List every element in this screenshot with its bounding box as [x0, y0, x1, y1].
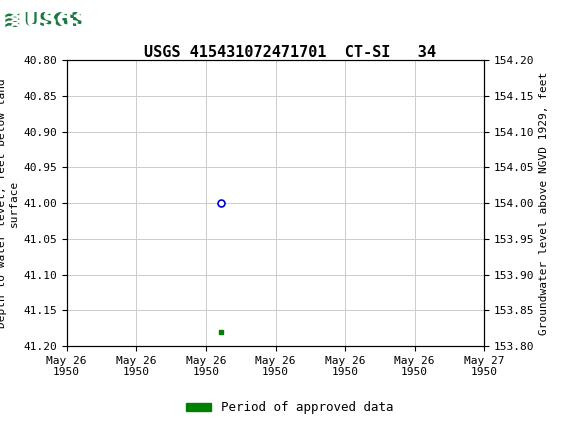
Bar: [0, 0, 75, 41]
Y-axis label: Depth to water level, feet below land
surface: Depth to water level, feet below land su…: [0, 78, 19, 328]
Text: USGS 415431072471701  CT-SI   34: USGS 415431072471701 CT-SI 34: [144, 45, 436, 60]
Text: USGS: USGS: [23, 11, 83, 30]
Text: ≋USGS: ≋USGS: [9, 10, 90, 31]
Legend: Period of approved data: Period of approved data: [181, 396, 399, 419]
Y-axis label: Groundwater level above NGVD 1929, feet: Groundwater level above NGVD 1929, feet: [539, 71, 549, 335]
Text: ≋: ≋: [3, 10, 21, 31]
